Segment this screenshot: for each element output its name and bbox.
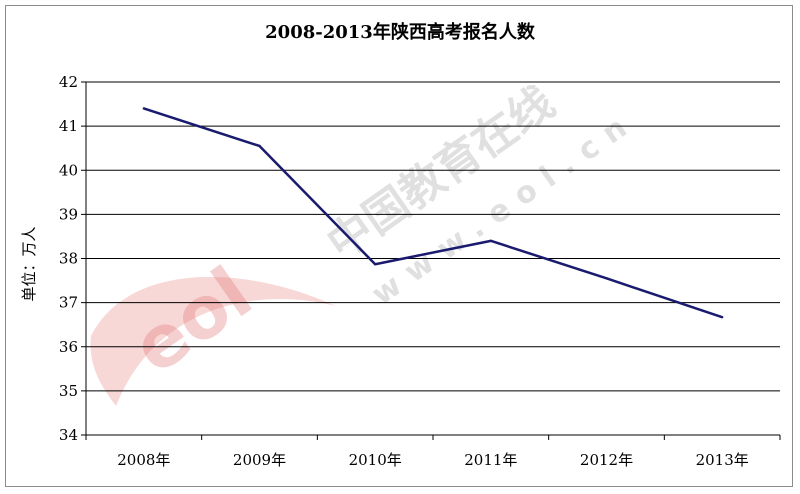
y-tick-label: 39 xyxy=(59,205,78,223)
series-line xyxy=(143,107,723,319)
y-tick-label: 42 xyxy=(59,73,78,91)
x-tick-label: 2011年 xyxy=(464,451,517,469)
x-tick-label: 2008年 xyxy=(117,451,170,469)
series-layer xyxy=(142,107,724,319)
data-point xyxy=(258,144,261,148)
x-tick-label: 2009年 xyxy=(233,451,286,469)
line-chart: eol 中国教育在线 www.eol.cn 2008-2013年陕西高考报名人数… xyxy=(20,21,781,469)
chart-frame: eol 中国教育在线 www.eol.cn 2008-2013年陕西高考报名人数… xyxy=(5,5,793,487)
gridlines xyxy=(86,81,780,436)
x-tick-label: 2013年 xyxy=(696,451,749,469)
chart-title: 2008-2013年陕西高考报名人数 xyxy=(265,21,536,43)
watermark-logo-text: eol xyxy=(118,251,267,390)
data-point xyxy=(605,277,608,280)
y-tick-label: 36 xyxy=(59,338,78,356)
x-tick-label: 2012年 xyxy=(580,451,633,469)
y-axis-label: 单位：万人 xyxy=(20,226,38,301)
x-tick-label: 2010年 xyxy=(349,451,402,469)
watermark-swoosh xyxy=(90,276,336,406)
y-tick-label: 34 xyxy=(59,426,78,444)
data-point xyxy=(720,315,724,319)
y-tick-label: 37 xyxy=(59,294,78,312)
y-tick-label: 40 xyxy=(59,161,78,179)
y-tick-label: 41 xyxy=(59,117,78,135)
data-point xyxy=(142,107,146,110)
data-point xyxy=(373,263,377,266)
x-axis: 2008年 2009年 2010年 2011年 2012年 2013年 xyxy=(85,434,781,469)
y-axis-ticks: 34 35 36 37 38 39 40 41 42 xyxy=(59,73,87,444)
y-tick-label: 35 xyxy=(59,382,78,400)
y-tick-label: 38 xyxy=(59,250,78,268)
data-point xyxy=(489,239,493,243)
